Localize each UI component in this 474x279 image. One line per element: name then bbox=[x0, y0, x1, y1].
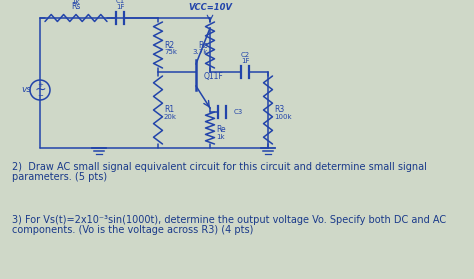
Text: 1F: 1F bbox=[241, 58, 249, 64]
Text: 3) For Vs(t)=2x10⁻³sin(1000t), determine the output voltage Vo. Specify both DC : 3) For Vs(t)=2x10⁻³sin(1000t), determine… bbox=[12, 215, 446, 225]
Text: VCC=10V: VCC=10V bbox=[188, 3, 232, 12]
Text: Re: Re bbox=[216, 126, 226, 134]
Text: 1k: 1k bbox=[216, 134, 225, 140]
Text: Rs: Rs bbox=[71, 2, 81, 11]
Text: +: + bbox=[37, 82, 43, 88]
Text: 20k: 20k bbox=[164, 114, 177, 120]
Text: components. (Vo is the voltage across R3) (4 pts): components. (Vo is the voltage across R3… bbox=[12, 225, 254, 235]
Text: 75k: 75k bbox=[164, 49, 177, 55]
Text: C3: C3 bbox=[234, 109, 243, 115]
Text: vs: vs bbox=[21, 85, 31, 95]
Text: Rc: Rc bbox=[199, 40, 208, 49]
Text: −: − bbox=[37, 93, 43, 99]
Text: 3.7k: 3.7k bbox=[192, 49, 208, 55]
Text: R1: R1 bbox=[164, 105, 174, 114]
Text: 100k: 100k bbox=[274, 114, 292, 120]
Text: C1: C1 bbox=[115, 0, 125, 4]
Text: R3: R3 bbox=[274, 105, 284, 114]
Text: Q11F: Q11F bbox=[204, 73, 224, 81]
Text: 1F: 1F bbox=[116, 4, 124, 10]
Text: parameters. (5 pts): parameters. (5 pts) bbox=[12, 172, 107, 182]
Text: R2: R2 bbox=[164, 40, 174, 49]
Text: C2: C2 bbox=[240, 52, 250, 58]
Text: 1k: 1k bbox=[72, 0, 80, 5]
Text: ~: ~ bbox=[34, 83, 46, 97]
Text: 2)  Draw AC small signal equivalent circuit for this circuit and determine small: 2) Draw AC small signal equivalent circu… bbox=[12, 162, 427, 172]
